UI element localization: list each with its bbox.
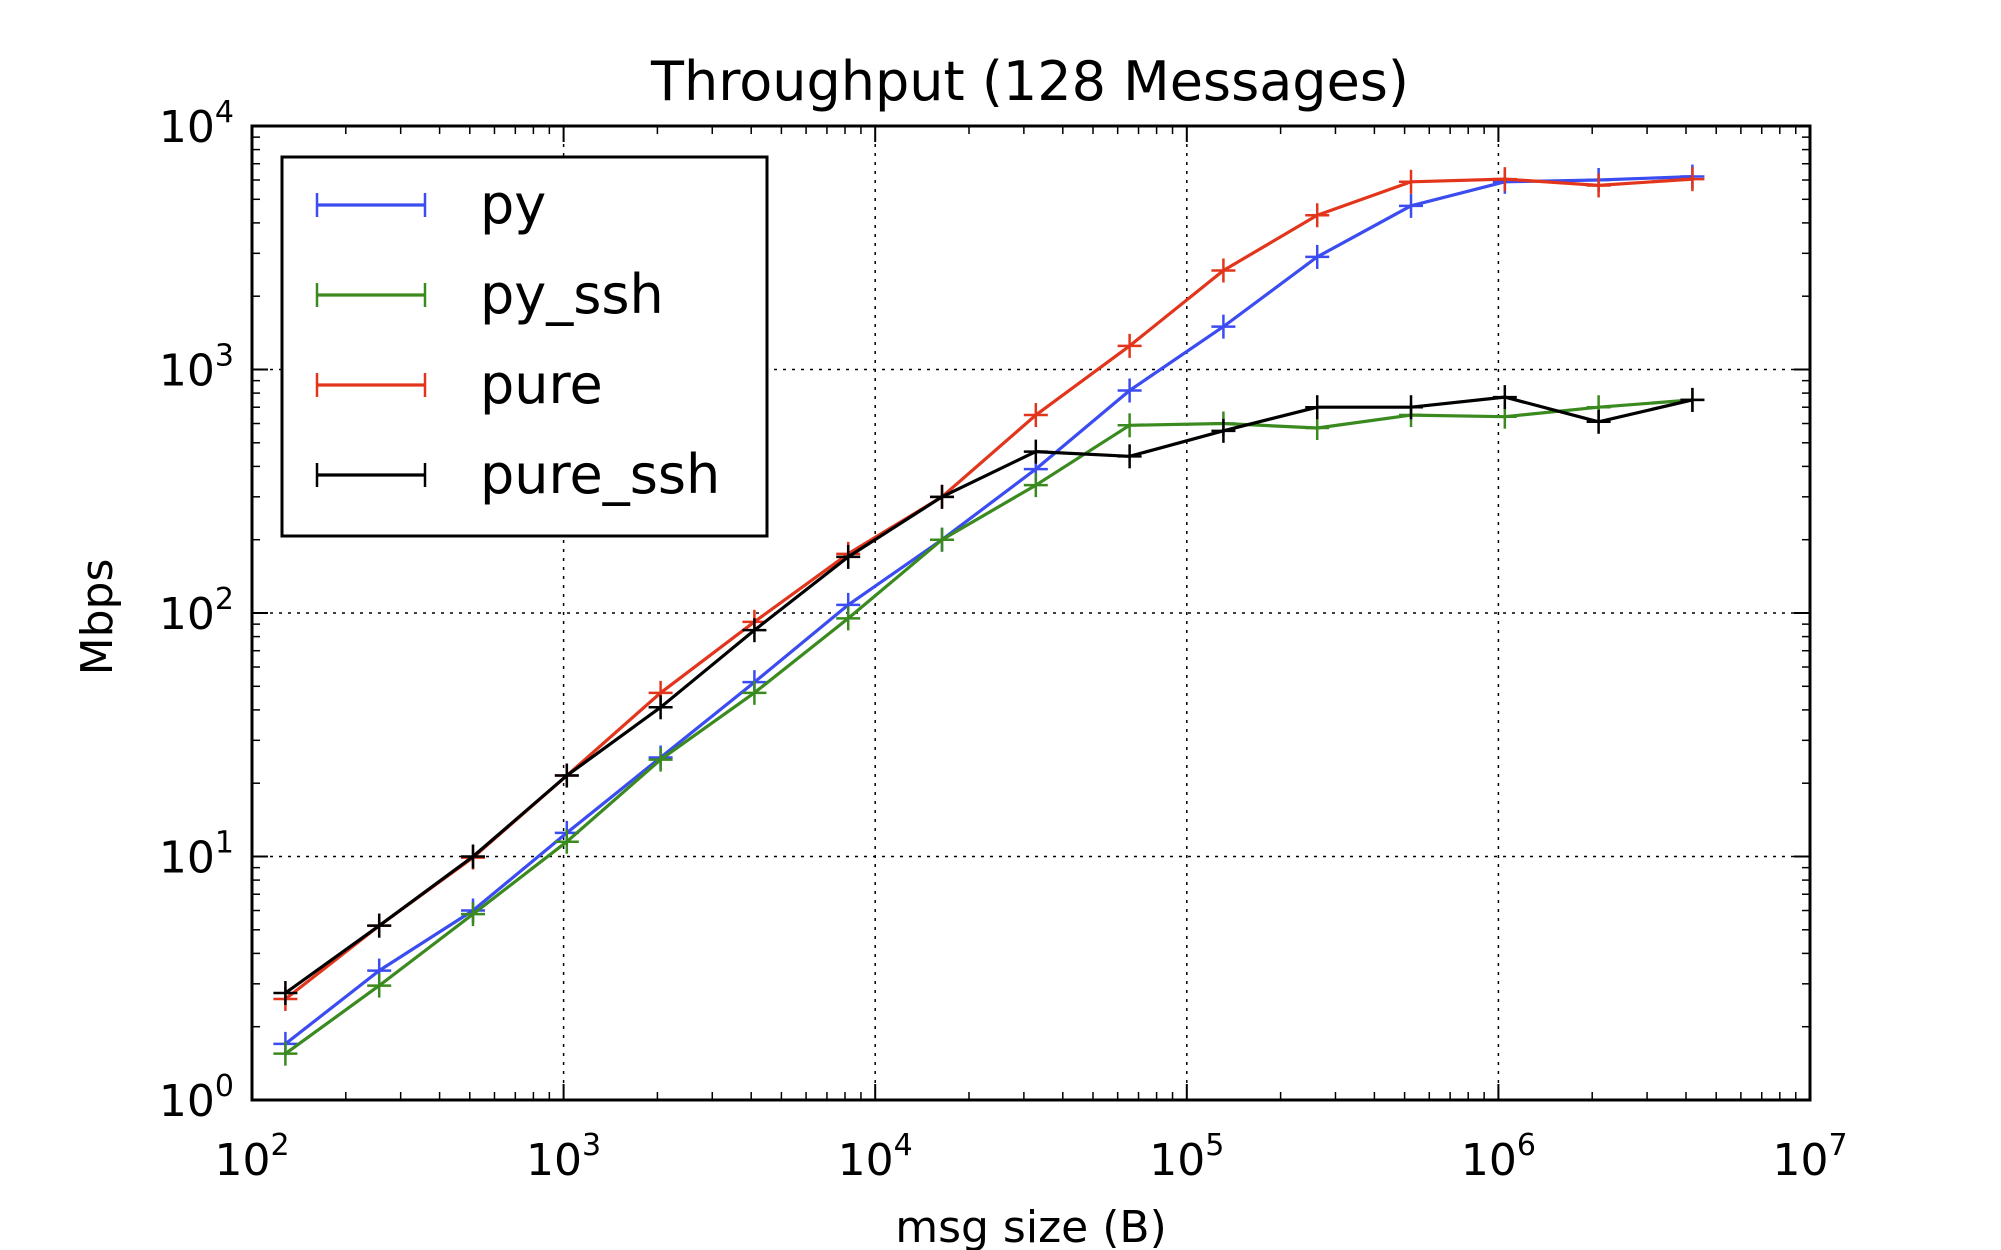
data-point-pure_ssh	[1305, 395, 1330, 420]
data-point-pure_ssh	[1586, 409, 1611, 434]
data-point-py_ssh	[648, 747, 673, 772]
y-axis-label: Mbps	[72, 559, 123, 676]
y-tick-label: 104	[159, 95, 234, 153]
data-point-pure	[1023, 403, 1048, 428]
legend-box	[280, 155, 769, 538]
y-tick-label: 101	[159, 826, 234, 884]
x-tick-label: 106	[1461, 1128, 1536, 1186]
x-tick-label: 105	[1149, 1128, 1224, 1186]
data-point-pure_ssh	[367, 913, 392, 938]
legend-item-pure: pure	[315, 353, 603, 416]
series-line-pure_ssh	[284, 395, 1693, 995]
data-point-pure_ssh	[1492, 385, 1517, 410]
data-point-py_ssh	[461, 902, 486, 927]
y-tick-label: 100	[159, 1069, 234, 1127]
data-point-py_ssh	[742, 680, 767, 705]
x-tick-label: 104	[838, 1128, 913, 1186]
data-point-py_ssh	[367, 973, 392, 998]
data-point-pure_ssh	[554, 763, 579, 788]
data-point-pure_ssh	[930, 484, 955, 509]
legend-item-py: py	[315, 173, 546, 236]
data-point-py_ssh	[1117, 413, 1142, 438]
legend-label: py	[480, 173, 546, 236]
legend-label: pure	[480, 353, 603, 416]
x-tick-label: 107	[1772, 1128, 1847, 1186]
data-point-pure	[1117, 333, 1142, 358]
data-point-pure_ssh	[461, 844, 486, 869]
legend-label: pure_ssh	[480, 443, 720, 506]
data-point-pure_ssh	[742, 618, 767, 643]
series-pure_ssh	[273, 385, 1705, 1006]
plot-frame	[250, 124, 1812, 1102]
legend-item-py_ssh: py_ssh	[315, 263, 664, 326]
legend-label: py_ssh	[480, 263, 664, 326]
series-line-py	[284, 175, 1693, 1046]
data-point-py_ssh	[1305, 416, 1330, 441]
y-tick-label: 102	[159, 582, 234, 640]
data-point-py	[1399, 193, 1424, 218]
data-point-pure	[1586, 173, 1611, 198]
x-axis-label: msg size (B)	[895, 1202, 1167, 1250]
data-point-pure_ssh	[1023, 439, 1048, 464]
legend-item-pure_ssh: pure_ssh	[315, 443, 720, 506]
data-point-py_ssh	[273, 1041, 298, 1066]
data-point-py_ssh	[930, 527, 955, 552]
series-layer	[273, 164, 1705, 1066]
data-point-pure	[1492, 167, 1517, 192]
y-tick-label: 103	[159, 339, 234, 397]
data-point-pure	[1399, 169, 1424, 194]
data-point-pure_ssh	[648, 695, 673, 720]
data-point-py_ssh	[554, 829, 579, 854]
data-point-pure	[1680, 167, 1705, 192]
data-point-py_ssh	[1023, 473, 1048, 498]
data-point-py	[1117, 378, 1142, 403]
data-point-pure	[1211, 258, 1236, 283]
data-point-pure_ssh	[1680, 387, 1705, 412]
data-point-pure_ssh	[273, 981, 298, 1006]
data-point-py_ssh	[836, 606, 861, 631]
data-point-py	[1305, 244, 1330, 269]
x-tick-labels: 102 103 104 105 106 107	[214, 1128, 1847, 1186]
chart-title: Throughput (128 Messages)	[650, 50, 1409, 113]
y-tick-labels: 100 101 102 103 104	[159, 95, 234, 1127]
data-point-pure_ssh	[1117, 444, 1142, 469]
data-point-pure	[1305, 203, 1330, 228]
data-point-pure_ssh	[836, 544, 861, 569]
data-point-py	[1211, 314, 1236, 339]
x-tick-label: 102	[214, 1128, 289, 1186]
x-tick-label: 103	[526, 1128, 601, 1186]
data-point-pure_ssh	[1211, 418, 1236, 443]
data-point-pure_ssh	[1399, 395, 1424, 420]
series-line-py_ssh	[284, 398, 1693, 1055]
